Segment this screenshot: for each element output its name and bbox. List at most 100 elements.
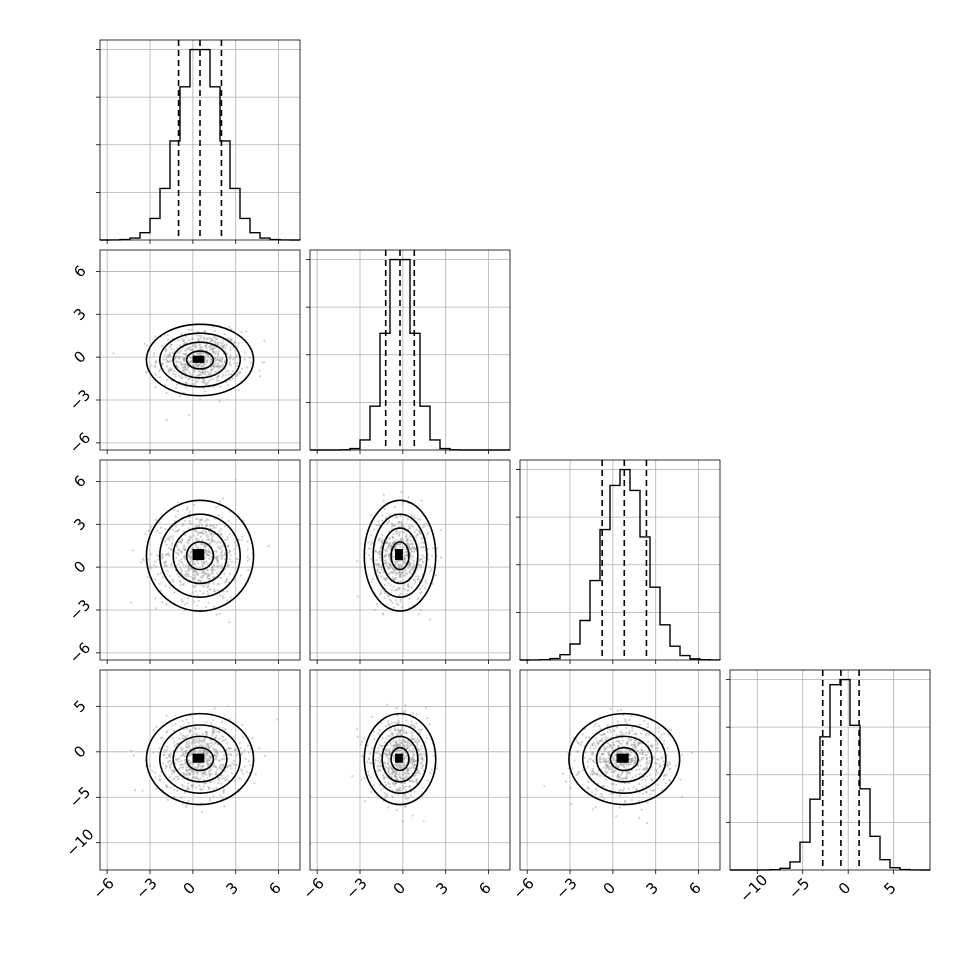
sample-point [223,333,227,336]
sample-point [209,757,212,760]
sample-point [407,767,410,771]
sample-point [204,363,207,366]
sample-point [205,518,209,521]
sample-point [196,740,199,743]
sample-point [395,764,398,767]
sample-point [194,343,197,346]
sample-point [162,358,166,361]
sample-point [156,554,159,557]
sample-point [391,601,394,605]
contour-level [363,499,437,612]
sample-point [215,370,218,373]
sample-point [379,566,383,569]
sample-point [190,356,193,360]
sample-point [215,550,218,553]
sample-point [189,339,192,342]
sample-point [627,764,631,767]
sample-point [403,750,406,753]
sample-point [205,731,208,734]
sample-point [218,500,222,503]
sample-point [379,550,382,553]
sample-point [633,741,636,744]
sample-point [380,788,383,791]
sample-point [213,754,216,757]
sample-point [239,371,242,374]
sample-point [203,356,207,359]
sample-point [393,568,396,571]
sample-point [399,789,402,792]
sample-point [212,795,215,798]
sample-point [213,336,216,339]
sample-point [206,752,209,755]
sample-point [187,555,190,558]
sample-point [595,737,598,740]
sample-point [385,766,388,769]
sample-point [394,530,397,534]
sample-point [213,780,216,783]
sample-point [196,531,199,534]
sample-point [197,353,200,356]
sample-point [407,797,410,800]
sample-point [211,731,215,734]
sample-point [191,547,194,550]
sample-point [205,545,208,548]
sample-point [378,565,381,569]
sample-point [181,736,184,740]
sample-point [641,778,644,782]
panel-frame [99,669,301,871]
sample-point [395,532,398,535]
sample-point [184,745,187,748]
sample-point [606,730,609,734]
sample-point [181,561,184,565]
sample-point [200,531,204,535]
sample-point [382,571,385,574]
sample-point [395,516,398,519]
sample-point [400,575,403,578]
sample-point [383,740,386,743]
sample-point [603,749,606,752]
sample-point [377,760,380,763]
sample-point [214,352,217,356]
sample-point [205,773,208,776]
sample-point [608,728,611,732]
sample-point [232,759,235,763]
sample-point [201,775,205,778]
sample-point [408,525,411,528]
sample-point [602,766,605,769]
sample-point [154,361,157,365]
sample-point [168,369,171,372]
sample-point [229,747,232,750]
sample-point [394,772,398,776]
sample-point [406,518,409,521]
histogram-2 [519,468,721,661]
sample-point [413,550,416,553]
sample-point [194,544,197,547]
sample-point [421,561,424,564]
sample-point [387,562,390,565]
sample-point [238,371,241,374]
sample-point [591,808,595,811]
sample-point [194,590,198,593]
sample-point [403,777,406,780]
sample-point [607,752,610,755]
x-tick-label: 0 [180,879,199,898]
sample-point [209,356,212,359]
sample-point [388,753,391,756]
sample-point [617,773,620,776]
sample-point [391,567,394,571]
sample-point [588,735,591,739]
sample-point [208,530,211,533]
sample-point [602,785,605,788]
sample-point [414,740,417,743]
sample-point [395,569,398,572]
sample-point [645,790,648,793]
sample-point [420,761,423,764]
sample-point [391,748,394,751]
sample-point [217,374,220,377]
sample-point [187,745,190,749]
sample-point [408,566,411,569]
sample-point [397,587,400,590]
sample-point [201,348,204,351]
sample-point [395,515,398,519]
